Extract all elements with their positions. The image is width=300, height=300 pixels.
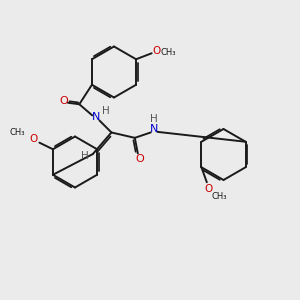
Text: H: H <box>150 114 158 124</box>
Text: CH₃: CH₃ <box>211 192 226 201</box>
Text: H: H <box>80 151 88 160</box>
Text: O: O <box>29 134 38 144</box>
Text: CH₃: CH₃ <box>10 128 25 137</box>
Text: O: O <box>204 184 212 194</box>
Text: H: H <box>101 106 109 116</box>
Text: N: N <box>150 124 158 134</box>
Text: CH₃: CH₃ <box>161 47 176 56</box>
Text: N: N <box>92 112 100 122</box>
Text: O: O <box>135 154 144 164</box>
Text: O: O <box>59 96 68 106</box>
Text: O: O <box>152 46 160 56</box>
